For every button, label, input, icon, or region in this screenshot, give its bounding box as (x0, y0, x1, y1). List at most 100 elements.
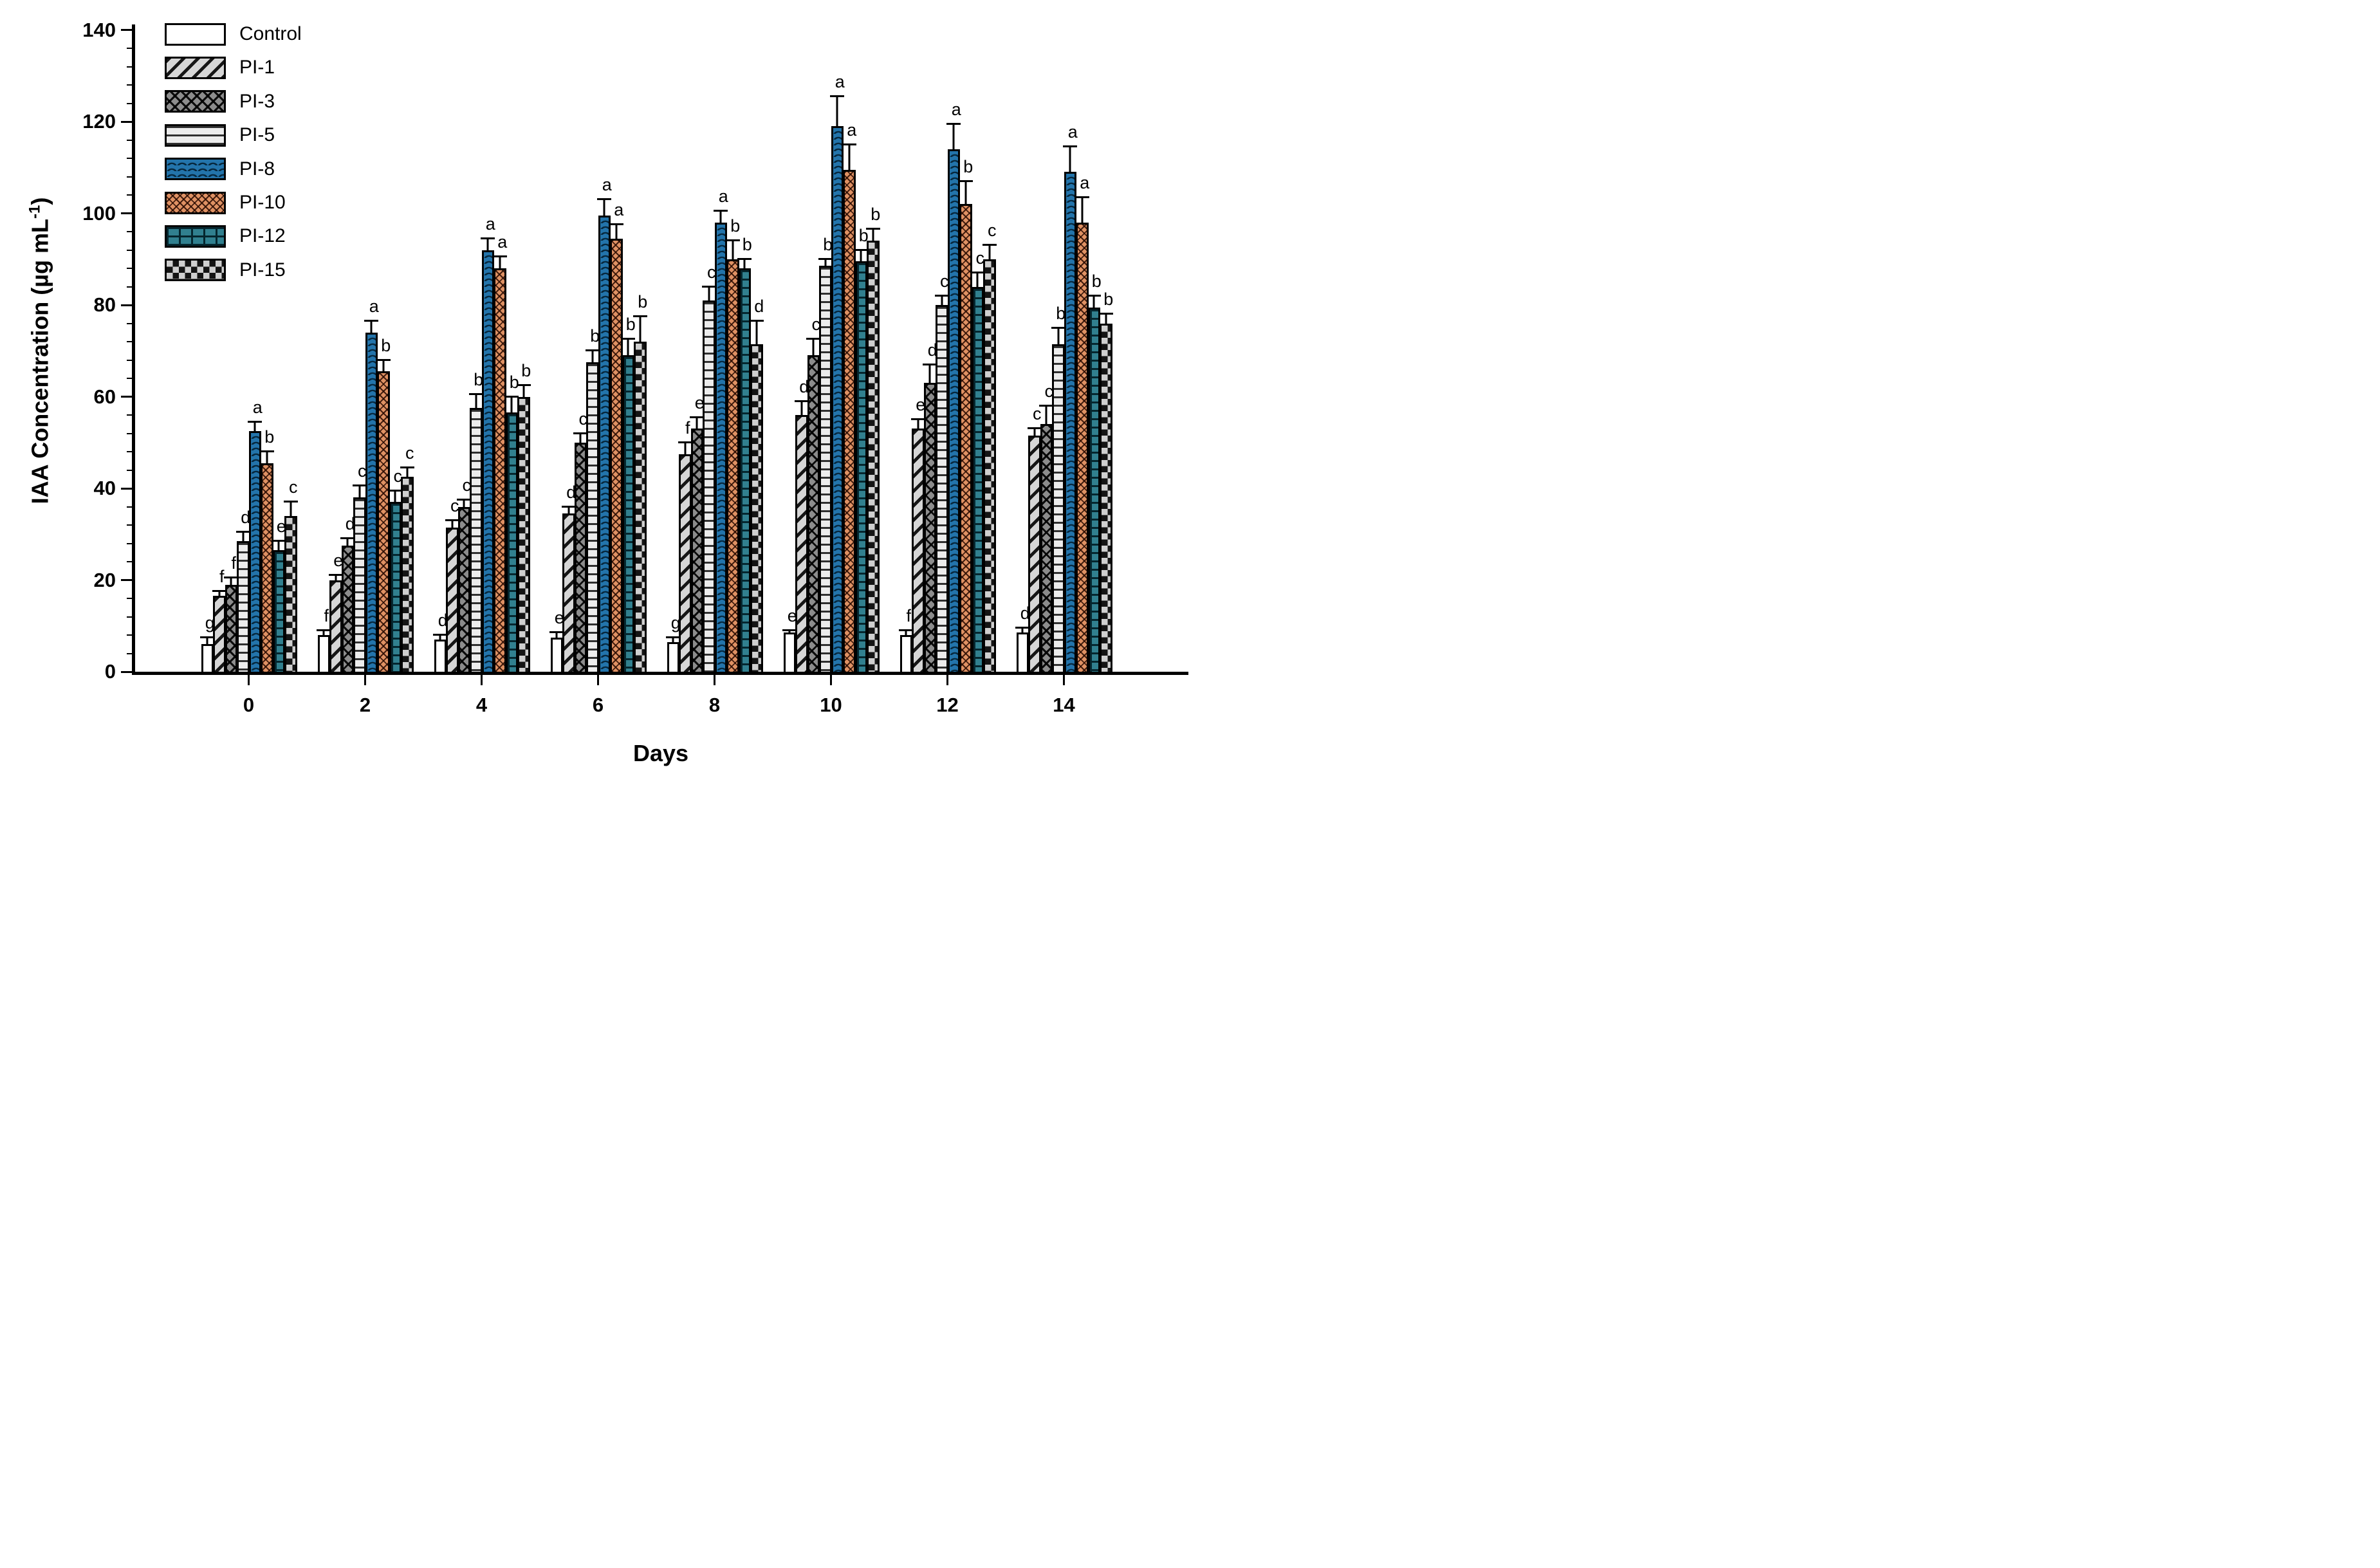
y-major-tick (121, 212, 134, 214)
bar-pi-12-day-6 (622, 355, 634, 672)
sig-letter: a (1067, 122, 1078, 142)
error-bar-cap (794, 400, 809, 402)
y-tick-label: 20 (93, 568, 116, 591)
bar-pi-3-day-6 (574, 442, 587, 672)
x-tick-label: 6 (592, 694, 604, 716)
y-minor-tick (127, 322, 134, 324)
error-bar (266, 452, 268, 465)
sig-letter: d (345, 514, 355, 534)
x-tick (830, 675, 832, 685)
bar-pi-10-day-14 (1076, 222, 1089, 672)
error-bar-cap (573, 432, 588, 434)
y-minor-tick (127, 598, 134, 599)
bar-pi-15-day-2 (401, 477, 414, 672)
error-bar (917, 420, 919, 430)
bar-pi-8-day-14 (1064, 172, 1076, 672)
bar-pi-5-day-0 (237, 540, 250, 672)
x-tick-label: 12 (936, 694, 959, 716)
error-bar-cap (934, 294, 949, 297)
sig-letter: c (1033, 404, 1042, 424)
bar-pi-10-day-2 (377, 371, 390, 672)
error-bar-cap (1098, 313, 1113, 315)
sig-letter: a (614, 200, 624, 220)
error-bar (1021, 628, 1024, 634)
bar-pi-3-day-8 (690, 429, 703, 672)
y-minor-tick (127, 158, 134, 159)
error-bar (627, 339, 629, 357)
bar-pi-10-day-8 (726, 259, 739, 672)
bar-pi-12-day-12 (971, 286, 984, 672)
y-minor-tick (127, 561, 134, 562)
error-bar (905, 630, 907, 636)
sig-letter: c (289, 477, 298, 497)
error-bar-cap (445, 519, 459, 521)
sig-letter: a (847, 120, 857, 140)
y-tick-label: 120 (82, 110, 116, 133)
error-bar-cap (516, 383, 531, 386)
sig-letter: b (742, 234, 752, 254)
y-minor-tick (127, 194, 134, 196)
error-bar-cap (492, 255, 507, 258)
error-bar-cap (701, 285, 716, 288)
bar-pi-1-day-8 (679, 454, 692, 672)
bar-pi-3-day-0 (225, 584, 237, 672)
y-minor-tick (127, 102, 134, 104)
y-minor-tick (127, 451, 134, 452)
bar-pi-15-day-12 (983, 259, 996, 672)
bar-control-day-6 (550, 637, 563, 672)
sig-letter: f (906, 605, 912, 625)
sig-letter: d (927, 340, 937, 360)
error-bar-cap (1087, 294, 1102, 297)
x-tick-label: 14 (1053, 694, 1075, 716)
y-minor-tick (127, 469, 134, 471)
error-bar (719, 210, 722, 224)
bar-pi-5-day-12 (936, 305, 948, 672)
bar-pi-3-day-14 (1040, 424, 1053, 672)
error-bar (463, 499, 465, 508)
error-bar-cap (212, 590, 226, 593)
error-bar (1093, 295, 1095, 309)
error-bar-cap (666, 636, 681, 638)
error-bar-cap (248, 420, 263, 423)
error-bar-cap (272, 539, 286, 542)
error-bar-cap (749, 319, 764, 322)
sig-letter: f (324, 605, 329, 625)
x-tick-label: 10 (820, 694, 842, 716)
y-tick-label: 40 (93, 477, 116, 499)
sig-letter: b (590, 326, 600, 346)
y-minor-tick (127, 652, 134, 654)
sig-letter: b (730, 216, 741, 236)
sig-letter: d (241, 507, 251, 527)
sig-letter: a (835, 71, 845, 91)
y-minor-tick (127, 506, 134, 508)
sig-letter: b (521, 360, 531, 380)
error-bar (743, 259, 746, 270)
bar-pi-12-day-8 (738, 268, 751, 672)
x-tick (597, 675, 599, 685)
y-minor-tick (127, 378, 134, 379)
bar-control-day-12 (899, 635, 912, 672)
sig-letter: d (754, 296, 764, 316)
error-bar (800, 401, 803, 416)
error-bar (755, 320, 758, 346)
error-bar-cap (235, 530, 250, 533)
y-minor-tick (127, 48, 134, 49)
bar-pi-12-day-4 (505, 412, 518, 672)
x-tick (248, 675, 250, 685)
legend-label-control: Control (239, 23, 302, 44)
error-bar (1045, 405, 1047, 426)
error-bar (394, 490, 396, 504)
legend-swatch-pi-15 (165, 259, 226, 282)
error-bar (406, 467, 409, 479)
error-bar (206, 637, 208, 646)
error-bar-cap (457, 498, 472, 501)
bar-pi-1-day-12 (912, 429, 925, 672)
error-bar (579, 433, 582, 444)
y-minor-tick (127, 84, 134, 86)
x-tick (946, 675, 948, 685)
sig-letter: b (823, 234, 833, 254)
bar-pi-15-day-6 (634, 342, 647, 672)
sig-letter: e (276, 516, 286, 536)
error-bar-cap (714, 209, 728, 212)
